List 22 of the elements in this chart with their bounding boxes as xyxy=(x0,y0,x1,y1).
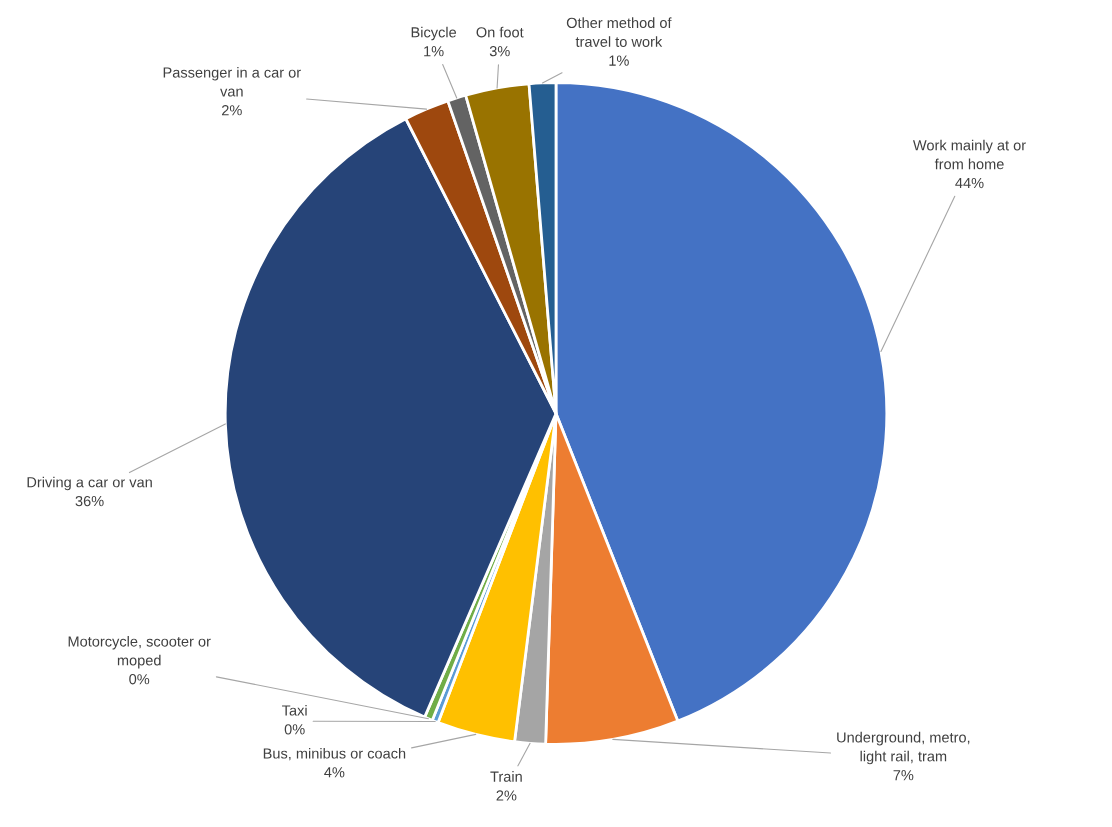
data-label: 2% xyxy=(496,790,517,801)
slice-label: Other method of travel to work xyxy=(566,17,672,47)
data-label: 1% xyxy=(609,55,629,66)
slice-label: Motorcycle, scooter or moped xyxy=(68,635,211,669)
slice-label: Bus, minibus or coach xyxy=(263,747,406,761)
slice-label: Driving a car or van xyxy=(27,476,152,491)
data-label: 1% xyxy=(424,46,444,57)
slice-label: Passenger in a car or van xyxy=(163,66,301,97)
slice-label: On foot xyxy=(476,26,524,38)
data-label: 0% xyxy=(284,724,305,735)
slice-label: Taxi xyxy=(282,704,307,716)
data-label: 0% xyxy=(129,674,150,685)
data-label: 3% xyxy=(489,46,510,57)
slice-label: Work mainly at or from home xyxy=(912,139,1026,170)
data-label: 7% xyxy=(893,770,914,781)
slice-label: Underground, metro, light rail, tram xyxy=(837,731,970,765)
slice-label: Train xyxy=(490,771,522,782)
slice-label: Bicycle xyxy=(411,26,457,41)
data-label: 2% xyxy=(222,105,242,116)
data-label: 4% xyxy=(324,767,345,778)
data-label: 36% xyxy=(75,495,104,507)
data-label: 44% xyxy=(955,177,984,189)
